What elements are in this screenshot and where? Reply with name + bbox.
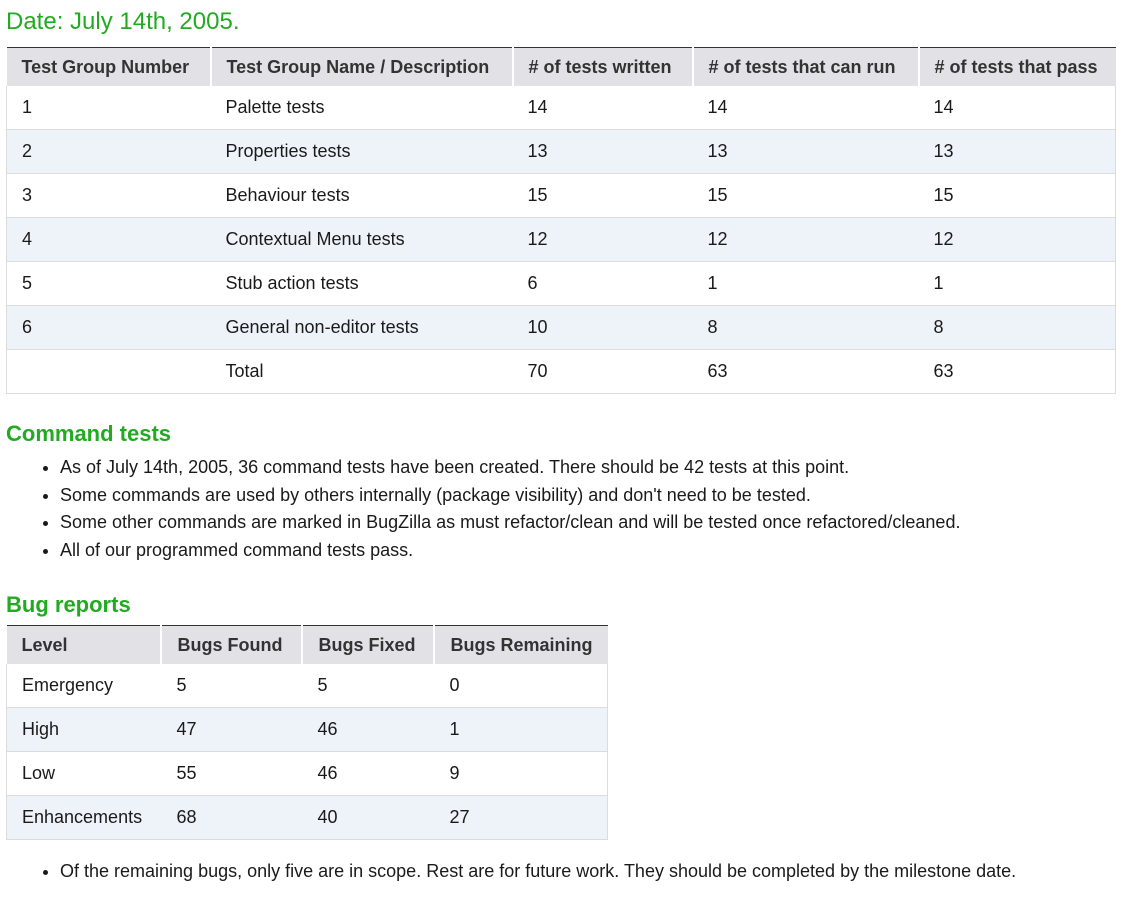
command-tests-list: As of July 14th, 2005, 36 command tests … xyxy=(6,454,1135,564)
cell-bugs-fixed: 5 xyxy=(302,664,435,708)
cell-group-name: General non-editor tests xyxy=(210,305,513,350)
table-row: Enhancements 68 40 27 xyxy=(6,795,609,840)
cell-group-name: Palette tests xyxy=(210,86,513,130)
cell-group-name: Properties tests xyxy=(210,129,513,174)
table-row: 3 Behaviour tests 15 15 15 xyxy=(6,173,1116,218)
bug-table-header-row: Level Bugs Found Bugs Fixed Bugs Remaini… xyxy=(6,625,608,664)
cell-group-number: 6 xyxy=(6,305,211,350)
cell-bugs-remaining: 0 xyxy=(434,664,609,708)
cell-tests-written: 14 xyxy=(512,86,693,130)
cell-total-can-run: 63 xyxy=(692,349,919,394)
cell-bugs-fixed: 46 xyxy=(302,751,435,796)
date-heading: Date: July 14th, 2005. xyxy=(6,8,240,35)
cell-bugs-remaining: 1 xyxy=(434,707,609,752)
cell-level: High xyxy=(6,707,162,752)
table-row: 4 Contextual Menu tests 12 12 12 xyxy=(6,217,1116,262)
cell-group-number: 2 xyxy=(6,129,211,174)
table-row: 5 Stub action tests 6 1 1 xyxy=(6,261,1116,306)
header-tests-written: # of tests written xyxy=(511,47,694,86)
cell-tests-written: 10 xyxy=(512,305,693,350)
cell-bugs-fixed: 40 xyxy=(302,795,435,840)
tests-table: Test Group Number Test Group Name / Desc… xyxy=(6,47,1116,394)
header-tests-pass: # of tests that pass xyxy=(917,47,1116,86)
table-row: 6 General non-editor tests 10 8 8 xyxy=(6,305,1116,350)
bug-reports-table: Level Bugs Found Bugs Fixed Bugs Remaini… xyxy=(6,625,609,840)
cell-total-label: Total xyxy=(210,349,513,394)
command-tests-heading: Command tests xyxy=(6,421,172,446)
table-row: Low 55 46 9 xyxy=(6,751,609,796)
cell-group-number: 5 xyxy=(6,261,211,306)
cell-tests-can-run: 8 xyxy=(692,305,919,350)
cell-group-number: 4 xyxy=(6,217,211,262)
list-item: Some other commands are marked in BugZil… xyxy=(60,509,1135,537)
cell-tests-can-run: 1 xyxy=(692,261,919,306)
header-level: Level xyxy=(6,625,163,664)
cell-bugs-remaining: 27 xyxy=(434,795,609,840)
table-row: 1 Palette tests 14 14 14 xyxy=(6,86,1116,130)
cell-group-number xyxy=(6,349,211,394)
cell-level: Enhancements xyxy=(6,795,162,840)
table-row: Emergency 5 5 0 xyxy=(6,664,609,708)
cell-group-name: Contextual Menu tests xyxy=(210,217,513,262)
list-item: Of the remaining bugs, only five are in … xyxy=(60,858,1135,886)
cell-tests-pass: 13 xyxy=(918,129,1116,174)
cell-tests-pass: 8 xyxy=(918,305,1116,350)
bug-reports-heading: Bug reports xyxy=(6,592,131,617)
cell-total-written: 70 xyxy=(512,349,693,394)
bug-reports-section: Bug reports Level Bugs Found Bugs Fixed … xyxy=(6,591,1135,886)
cell-group-name: Behaviour tests xyxy=(210,173,513,218)
command-tests-section: Command tests As of July 14th, 2005, 36 … xyxy=(6,420,1135,564)
cell-level: Low xyxy=(6,751,162,796)
cell-tests-written: 6 xyxy=(512,261,693,306)
cell-tests-pass: 15 xyxy=(918,173,1116,218)
tests-table-header-row: Test Group Number Test Group Name / Desc… xyxy=(6,47,1116,86)
header-tests-can-run: # of tests that can run xyxy=(691,47,920,86)
header-test-group-number: Test Group Number xyxy=(6,47,212,86)
cell-tests-written: 12 xyxy=(512,217,693,262)
list-item: All of our programmed command tests pass… xyxy=(60,537,1135,565)
cell-tests-can-run: 14 xyxy=(692,86,919,130)
table-row: 2 Properties tests 13 13 13 xyxy=(6,129,1116,174)
header-bugs-fixed: Bugs Fixed xyxy=(301,625,436,664)
list-item: As of July 14th, 2005, 36 command tests … xyxy=(60,454,1135,482)
cell-tests-can-run: 13 xyxy=(692,129,919,174)
page: Date: July 14th, 2005. Test Group Number… xyxy=(0,0,1141,886)
table-row: High 47 46 1 xyxy=(6,707,609,752)
cell-tests-pass: 12 xyxy=(918,217,1116,262)
cell-bugs-found: 47 xyxy=(161,707,303,752)
cell-bugs-found: 5 xyxy=(161,664,303,708)
cell-bugs-fixed: 46 xyxy=(302,707,435,752)
cell-group-number: 1 xyxy=(6,86,211,130)
cell-level: Emergency xyxy=(6,664,162,708)
cell-bugs-found: 68 xyxy=(161,795,303,840)
bug-notes-list: Of the remaining bugs, only five are in … xyxy=(6,858,1135,886)
cell-total-pass: 63 xyxy=(918,349,1116,394)
cell-tests-pass: 14 xyxy=(918,86,1116,130)
cell-tests-written: 15 xyxy=(512,173,693,218)
cell-group-number: 3 xyxy=(6,173,211,218)
header-bugs-remaining: Bugs Remaining xyxy=(433,625,608,664)
cell-bugs-found: 55 xyxy=(161,751,303,796)
header-test-group-name: Test Group Name / Description xyxy=(209,47,514,86)
cell-tests-can-run: 12 xyxy=(692,217,919,262)
cell-tests-pass: 1 xyxy=(918,261,1116,306)
list-item: Some commands are used by others interna… xyxy=(60,482,1135,510)
cell-group-name: Stub action tests xyxy=(210,261,513,306)
cell-bugs-remaining: 9 xyxy=(434,751,609,796)
table-row-total: Total 70 63 63 xyxy=(6,349,1116,394)
header-bugs-found: Bugs Found xyxy=(160,625,304,664)
cell-tests-can-run: 15 xyxy=(692,173,919,218)
cell-tests-written: 13 xyxy=(512,129,693,174)
